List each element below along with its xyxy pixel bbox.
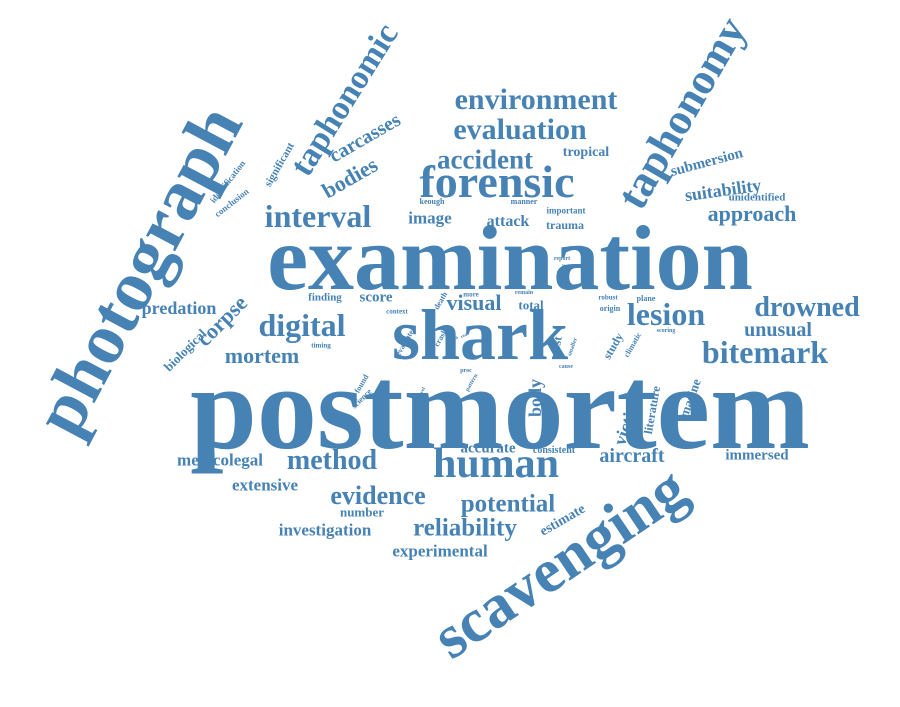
word-accurate: accurate xyxy=(460,440,516,457)
word-remain: remain xyxy=(514,290,534,296)
word-post: post xyxy=(547,335,565,359)
word-environment: environment xyxy=(454,83,618,116)
word-accident: accident xyxy=(437,144,533,175)
word-context: context xyxy=(386,307,408,316)
word-potential: potential xyxy=(460,490,556,518)
word-number: number xyxy=(339,504,385,520)
word-examination: examination xyxy=(267,207,753,309)
word-mortem: mortem xyxy=(224,343,300,368)
word-lesion: lesion xyxy=(626,296,706,332)
word-plane: plane xyxy=(636,294,656,303)
word-unidentified: unidentified xyxy=(728,191,786,204)
word-forensic: forensic xyxy=(419,156,575,207)
word-method: method xyxy=(286,445,378,476)
word-scavenging: scavenging xyxy=(421,453,699,673)
word-origin: origin xyxy=(599,304,621,313)
word-predation: predation xyxy=(141,298,217,318)
word-robust: robust xyxy=(598,293,618,302)
word-consistent: consistent xyxy=(532,445,576,456)
word-more: more xyxy=(463,290,479,299)
word-cause: cause xyxy=(559,364,573,370)
word-evaluation: evaluation xyxy=(453,113,587,146)
word-manner: manner xyxy=(510,197,538,206)
word-immersed: immersed xyxy=(725,447,789,464)
word-human: human xyxy=(432,441,560,487)
word-finding: finding xyxy=(308,291,342,304)
word-evidence: evidence xyxy=(330,481,426,510)
word-body: body xyxy=(525,378,545,418)
word-keough: keough xyxy=(419,197,445,206)
word-drowned: drowned xyxy=(754,292,860,323)
word-approach: approach xyxy=(707,201,797,226)
word-trauma: trauma xyxy=(546,218,584,232)
word-shark: shark xyxy=(391,295,569,375)
word-tropical: tropical xyxy=(562,145,610,160)
word-timing: timing xyxy=(311,341,331,350)
word-medicolegal: medicolegal xyxy=(177,450,263,470)
word-experimental: experimental xyxy=(392,541,488,561)
word-score: score xyxy=(359,289,393,306)
word-extensive: extensive xyxy=(231,475,299,495)
word-bitemark: bitemark xyxy=(701,334,829,370)
word-visual: visual xyxy=(446,290,502,315)
word-total: total xyxy=(518,297,544,313)
word-attack: attack xyxy=(486,213,530,230)
word-reliability: reliability xyxy=(413,514,517,542)
word-digital: digital xyxy=(258,307,346,343)
word-investigation: investigation xyxy=(278,520,372,540)
word-unusual: unusual xyxy=(744,319,812,341)
word-interval: interval xyxy=(264,198,372,234)
word-proc: proc xyxy=(460,368,472,374)
word-aircraft: aircraft xyxy=(599,445,665,467)
word-postmortem: postmortem xyxy=(190,341,810,474)
word-scoring: scoring xyxy=(656,328,676,334)
word-important: important xyxy=(546,205,586,216)
word-image: image xyxy=(408,208,452,228)
word-report: report xyxy=(553,256,571,262)
